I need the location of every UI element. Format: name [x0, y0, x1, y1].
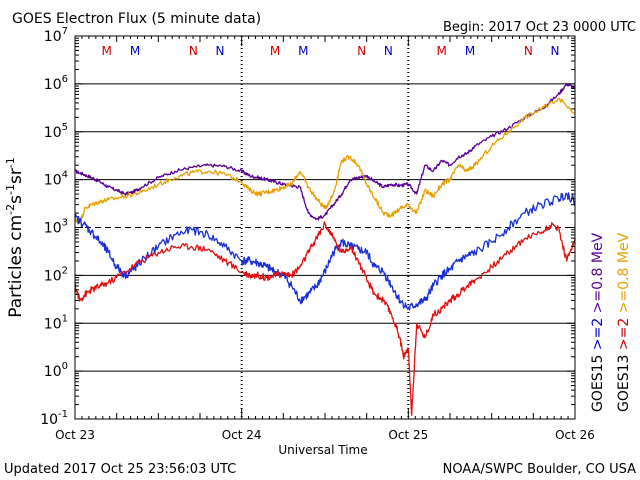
- legend-text: GOES13 >=2 >=0.8 MeV: [616, 232, 632, 412]
- y-tick-label: 107: [44, 26, 68, 45]
- satellite-marker: M: [465, 44, 475, 58]
- y-tick-label: 102: [44, 265, 68, 284]
- satellite-marker: N: [216, 44, 225, 58]
- legend-entry: GOES13: [616, 355, 632, 412]
- data-series: [74, 82, 576, 416]
- legend-entry: >=0.8 MeV: [590, 232, 606, 317]
- plot-grid: [75, 35, 575, 420]
- satellite-marker: M: [101, 44, 111, 58]
- begin-date-label: Begin: 2017 Oct 23 0000 UTC: [443, 20, 636, 35]
- y-axis-label-s: s: [6, 195, 26, 204]
- satellite-marker: M: [270, 44, 280, 58]
- y-tick-label: 103: [44, 218, 68, 237]
- x-axis-ticks: Oct 23 Oct 24 Oct 25 Oct 26: [55, 36, 595, 442]
- legend-entry: GOES15: [590, 355, 606, 412]
- y-axis-ticks: 10-1 100 101 102 103 104 105 106 107: [40, 26, 575, 428]
- legend-text: GOES15 >=2 >=0.8 MeV: [590, 232, 606, 412]
- satellite-marker: M: [130, 44, 140, 58]
- y-tick-label: 106: [44, 74, 68, 93]
- y-tick-label: 10-1: [40, 409, 68, 428]
- legend-entry: >=0.8 MeV: [616, 232, 632, 317]
- satellite-marker: M: [436, 44, 446, 58]
- y-axis-label-exp2: -1: [4, 184, 17, 195]
- y-tick-label: 100: [44, 361, 68, 380]
- series-line: [74, 97, 576, 225]
- satellite-marker: N: [189, 44, 198, 58]
- satellite-marker: N: [524, 44, 533, 58]
- x-axis-label: Universal Time: [278, 443, 367, 457]
- legend-goes13: GOES13 >=2 >=0.8 MeV: [616, 232, 632, 412]
- y-axis-label-exp3: -1: [4, 157, 17, 168]
- series-line: [74, 192, 576, 311]
- y-axis-label-sr: sr: [6, 168, 26, 184]
- y-axis-label: Particles cm-2s-1sr-1: [4, 157, 26, 318]
- y-axis-label-exp1: -2: [4, 204, 17, 215]
- x-tick-label: Oct 23: [55, 428, 95, 442]
- credit-label: NOAA/SWPC Boulder, CO USA: [443, 462, 636, 477]
- satellite-marker: M: [298, 44, 308, 58]
- y-tick-label: 104: [44, 170, 68, 189]
- chart-title: GOES Electron Flux (5 minute data): [12, 11, 261, 27]
- legend-goes15: GOES15 >=2 >=0.8 MeV: [590, 232, 606, 412]
- updated-timestamp: Updated 2017 Oct 25 23:56:03 UTC: [4, 462, 236, 477]
- satellite-marker: N: [384, 44, 393, 58]
- x-tick-label: Oct 24: [222, 428, 262, 442]
- y-tick-label: 101: [44, 313, 68, 332]
- series-line: [74, 82, 576, 221]
- satellite-marker: N: [357, 44, 366, 58]
- legend-entry: >=2: [590, 318, 606, 355]
- legend-entry: >=2: [616, 318, 632, 355]
- x-tick-label: Oct 26: [555, 428, 595, 442]
- series-line: [74, 221, 576, 416]
- y-tick-label: 105: [44, 122, 68, 141]
- satellite-marker: N: [551, 44, 560, 58]
- y-axis-label-base: Particles cm: [6, 215, 26, 318]
- x-tick-label: Oct 25: [388, 428, 428, 442]
